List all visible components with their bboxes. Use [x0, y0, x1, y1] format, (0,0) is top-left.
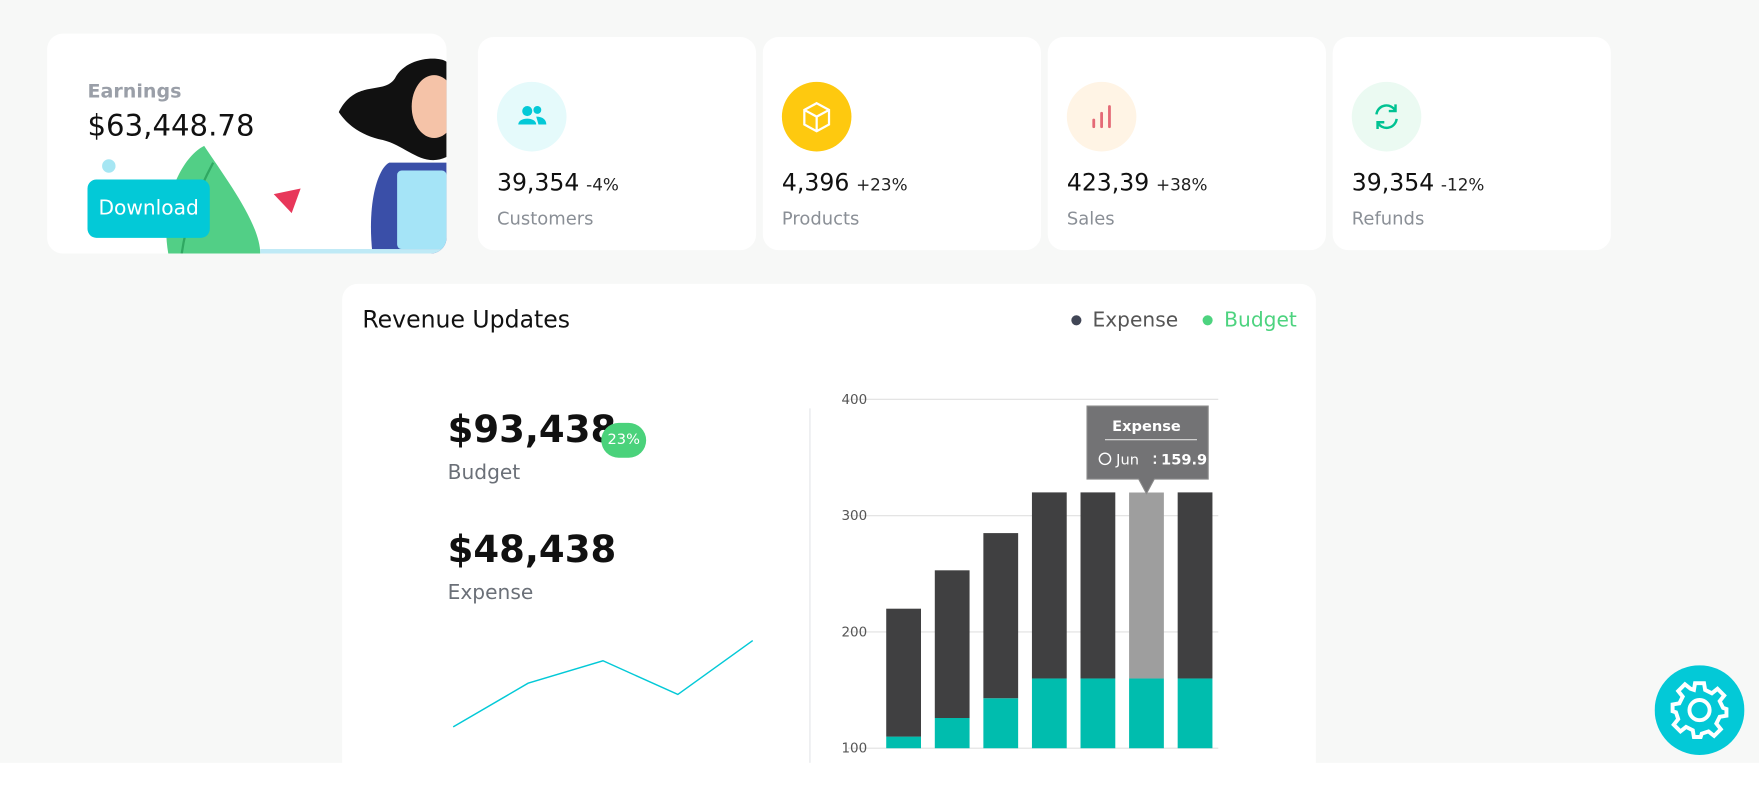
stat-card: 4,396 +23% Products [762, 37, 1042, 251]
products-icon [781, 81, 852, 152]
settings-button[interactable] [1654, 665, 1745, 755]
stat-label: Products [781, 207, 860, 229]
revenue-title: Revenue Updates [362, 306, 571, 334]
bar [934, 718, 970, 749]
earnings-card: Earnings $63,448.78 Download [47, 33, 447, 254]
sparkline [452, 639, 754, 728]
stat-number: 423,39 [1066, 169, 1150, 197]
revenue-charts: 100 200 300 400 Expense Jun 159.9 [452, 393, 1219, 763]
legend-dot [1071, 315, 1082, 326]
stat-card: 39,354 -12% Refunds [1332, 37, 1611, 251]
bar [1031, 678, 1067, 749]
expense-label: Expense [447, 581, 534, 605]
tooltip-marker [1098, 452, 1112, 466]
tooltip-value: 159.9 [1161, 451, 1207, 468]
bar [1080, 492, 1116, 679]
stat-change: -12% [1440, 175, 1485, 196]
bar [1177, 492, 1213, 679]
stat-value: 39,354 -12% [1352, 169, 1485, 196]
legend-item[interactable]: Expense [1071, 308, 1178, 332]
stat-change: +38% [1155, 175, 1208, 196]
y-tick-label: 200 [841, 625, 867, 640]
budget-label: Budget [447, 461, 521, 485]
stat-card: 423,39 +38% Sales [1047, 37, 1326, 251]
stat-label: Refunds [1351, 207, 1425, 229]
stat-card: 39,354 -4% Customers [477, 37, 757, 251]
bar [983, 698, 1019, 749]
refunds-icon [1351, 81, 1422, 152]
tooltip: Expense Jun 159.9 [1086, 405, 1209, 495]
stat-value: 4,396 +23% [782, 169, 908, 196]
stat-number: 4,396 [781, 169, 850, 197]
bar [1031, 492, 1067, 679]
stat-number: 39,354 [1351, 169, 1435, 197]
tooltip-title: Expense [1112, 418, 1181, 435]
stat-change: +23% [856, 175, 908, 196]
bar [1129, 492, 1164, 679]
legend-item[interactable]: Budget [1202, 308, 1297, 333]
bar [934, 570, 970, 719]
legend-label: Budget [1224, 308, 1297, 333]
sales-icon [1066, 81, 1137, 152]
stat-label: Sales [1066, 207, 1115, 229]
tooltip-colon [1153, 461, 1157, 464]
bar [1129, 678, 1164, 749]
legend: Expense Budget [1071, 308, 1297, 332]
earnings-label: Earnings [87, 80, 182, 104]
expense-amount: $48,438 [447, 527, 617, 571]
revenue-card: Revenue Updates $93,438 23% Budget $48,4… [342, 283, 1316, 806]
tooltip-box [1086, 405, 1209, 495]
earnings-amount: $63,448.78 [87, 109, 255, 144]
bar [1177, 678, 1213, 749]
bar [1080, 678, 1116, 749]
tooltip-colon [1153, 455, 1157, 458]
y-tick-label: 400 [841, 393, 867, 408]
customers-icon [496, 81, 567, 152]
stat-label: Customers [496, 207, 594, 229]
tooltip-category: Jun [1115, 451, 1139, 468]
bar [886, 736, 921, 749]
legend-label: Expense [1092, 308, 1179, 333]
stat-value: 423,39 +38% [1067, 169, 1208, 196]
legend-dot [1202, 315, 1213, 326]
y-tick-label: 100 [841, 742, 867, 757]
budget-amount: $93,438 [447, 407, 617, 451]
stat-value: 39,354 -4% [497, 169, 619, 196]
y-tick-label: 300 [841, 509, 867, 524]
bar [886, 608, 921, 737]
budget-badge: 23% [601, 422, 647, 458]
bar [983, 533, 1019, 699]
stat-number: 39,354 [496, 169, 580, 197]
download-button[interactable]: Download [87, 179, 210, 238]
stat-change: -4% [586, 175, 619, 196]
